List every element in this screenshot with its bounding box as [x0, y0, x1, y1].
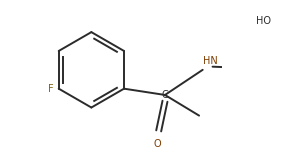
Text: C: C [162, 90, 168, 100]
Text: O: O [153, 139, 161, 149]
Text: HN: HN [203, 56, 218, 66]
Text: F: F [48, 84, 53, 94]
Text: HO: HO [256, 16, 271, 26]
